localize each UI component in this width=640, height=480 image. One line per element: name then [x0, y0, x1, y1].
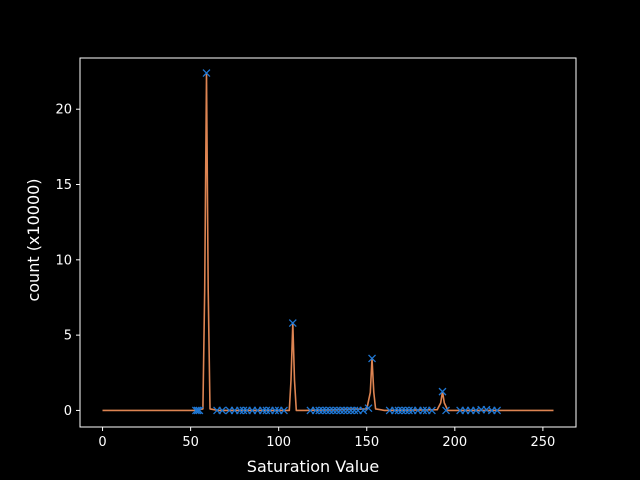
peak-marker: [195, 406, 204, 415]
peak-marker: [191, 406, 200, 415]
peak-marker: [405, 406, 413, 415]
x-tick-label: 0: [98, 435, 106, 450]
y-axis: 0 5 10 15 20: [55, 103, 80, 419]
peak-marker: [339, 406, 348, 415]
y-axis-label: count (x10000): [24, 178, 43, 301]
x-tick-label: 50: [182, 435, 199, 450]
peak-marker: [368, 354, 376, 363]
peak-marker: [239, 406, 248, 415]
peak-marker: [438, 387, 447, 396]
peak-marker: [235, 406, 244, 415]
axes-frame: [79, 57, 577, 428]
peak-marker: [218, 406, 227, 415]
peak-marker: [280, 406, 288, 415]
plot-area: [102, 69, 554, 415]
x-tick-label: 150: [354, 435, 379, 450]
peak-marker: [258, 406, 267, 415]
peak-marker: [318, 406, 327, 415]
peak-marker: [336, 406, 345, 415]
peak-marker: [343, 406, 352, 415]
peak-marker: [322, 406, 331, 415]
series-line: [102, 72, 554, 412]
peak-marker: [325, 406, 334, 415]
peak-marker: [315, 406, 324, 415]
y-tick-label: 20: [55, 103, 72, 118]
y-tick-label: 15: [55, 178, 72, 193]
peak-marker: [350, 406, 359, 415]
peak-marker: [442, 406, 450, 415]
x-tick-label: 250: [530, 435, 555, 450]
x-axis: 0 50 100 150 200 250: [98, 427, 555, 450]
peak-marker: [329, 406, 338, 415]
peak-marker: [419, 406, 428, 415]
y-tick-label: 0: [64, 404, 72, 419]
peak-marker: [390, 406, 399, 415]
peak-marker: [271, 406, 280, 415]
x-tick-label: 200: [442, 435, 467, 450]
peak-marker: [359, 406, 368, 415]
peak-marker: [394, 406, 403, 415]
peak-marker: [311, 406, 320, 415]
peak-marker: [401, 406, 410, 415]
peak-marker: [398, 406, 406, 415]
x-tick-label: 100: [266, 435, 291, 450]
x-axis-label: Saturation Value: [247, 457, 379, 476]
peak-marker: [346, 406, 355, 415]
peak-marker: [493, 406, 502, 415]
y-tick-label: 10: [55, 253, 72, 268]
peak-marker: [193, 406, 202, 415]
peak-marker: [364, 404, 373, 413]
y-tick-label: 5: [64, 329, 72, 344]
peak-marker: [262, 406, 271, 415]
peak-marker: [288, 319, 297, 328]
peak-marker: [427, 406, 436, 415]
peak-marker: [332, 406, 341, 415]
peak-marker: [202, 69, 211, 78]
